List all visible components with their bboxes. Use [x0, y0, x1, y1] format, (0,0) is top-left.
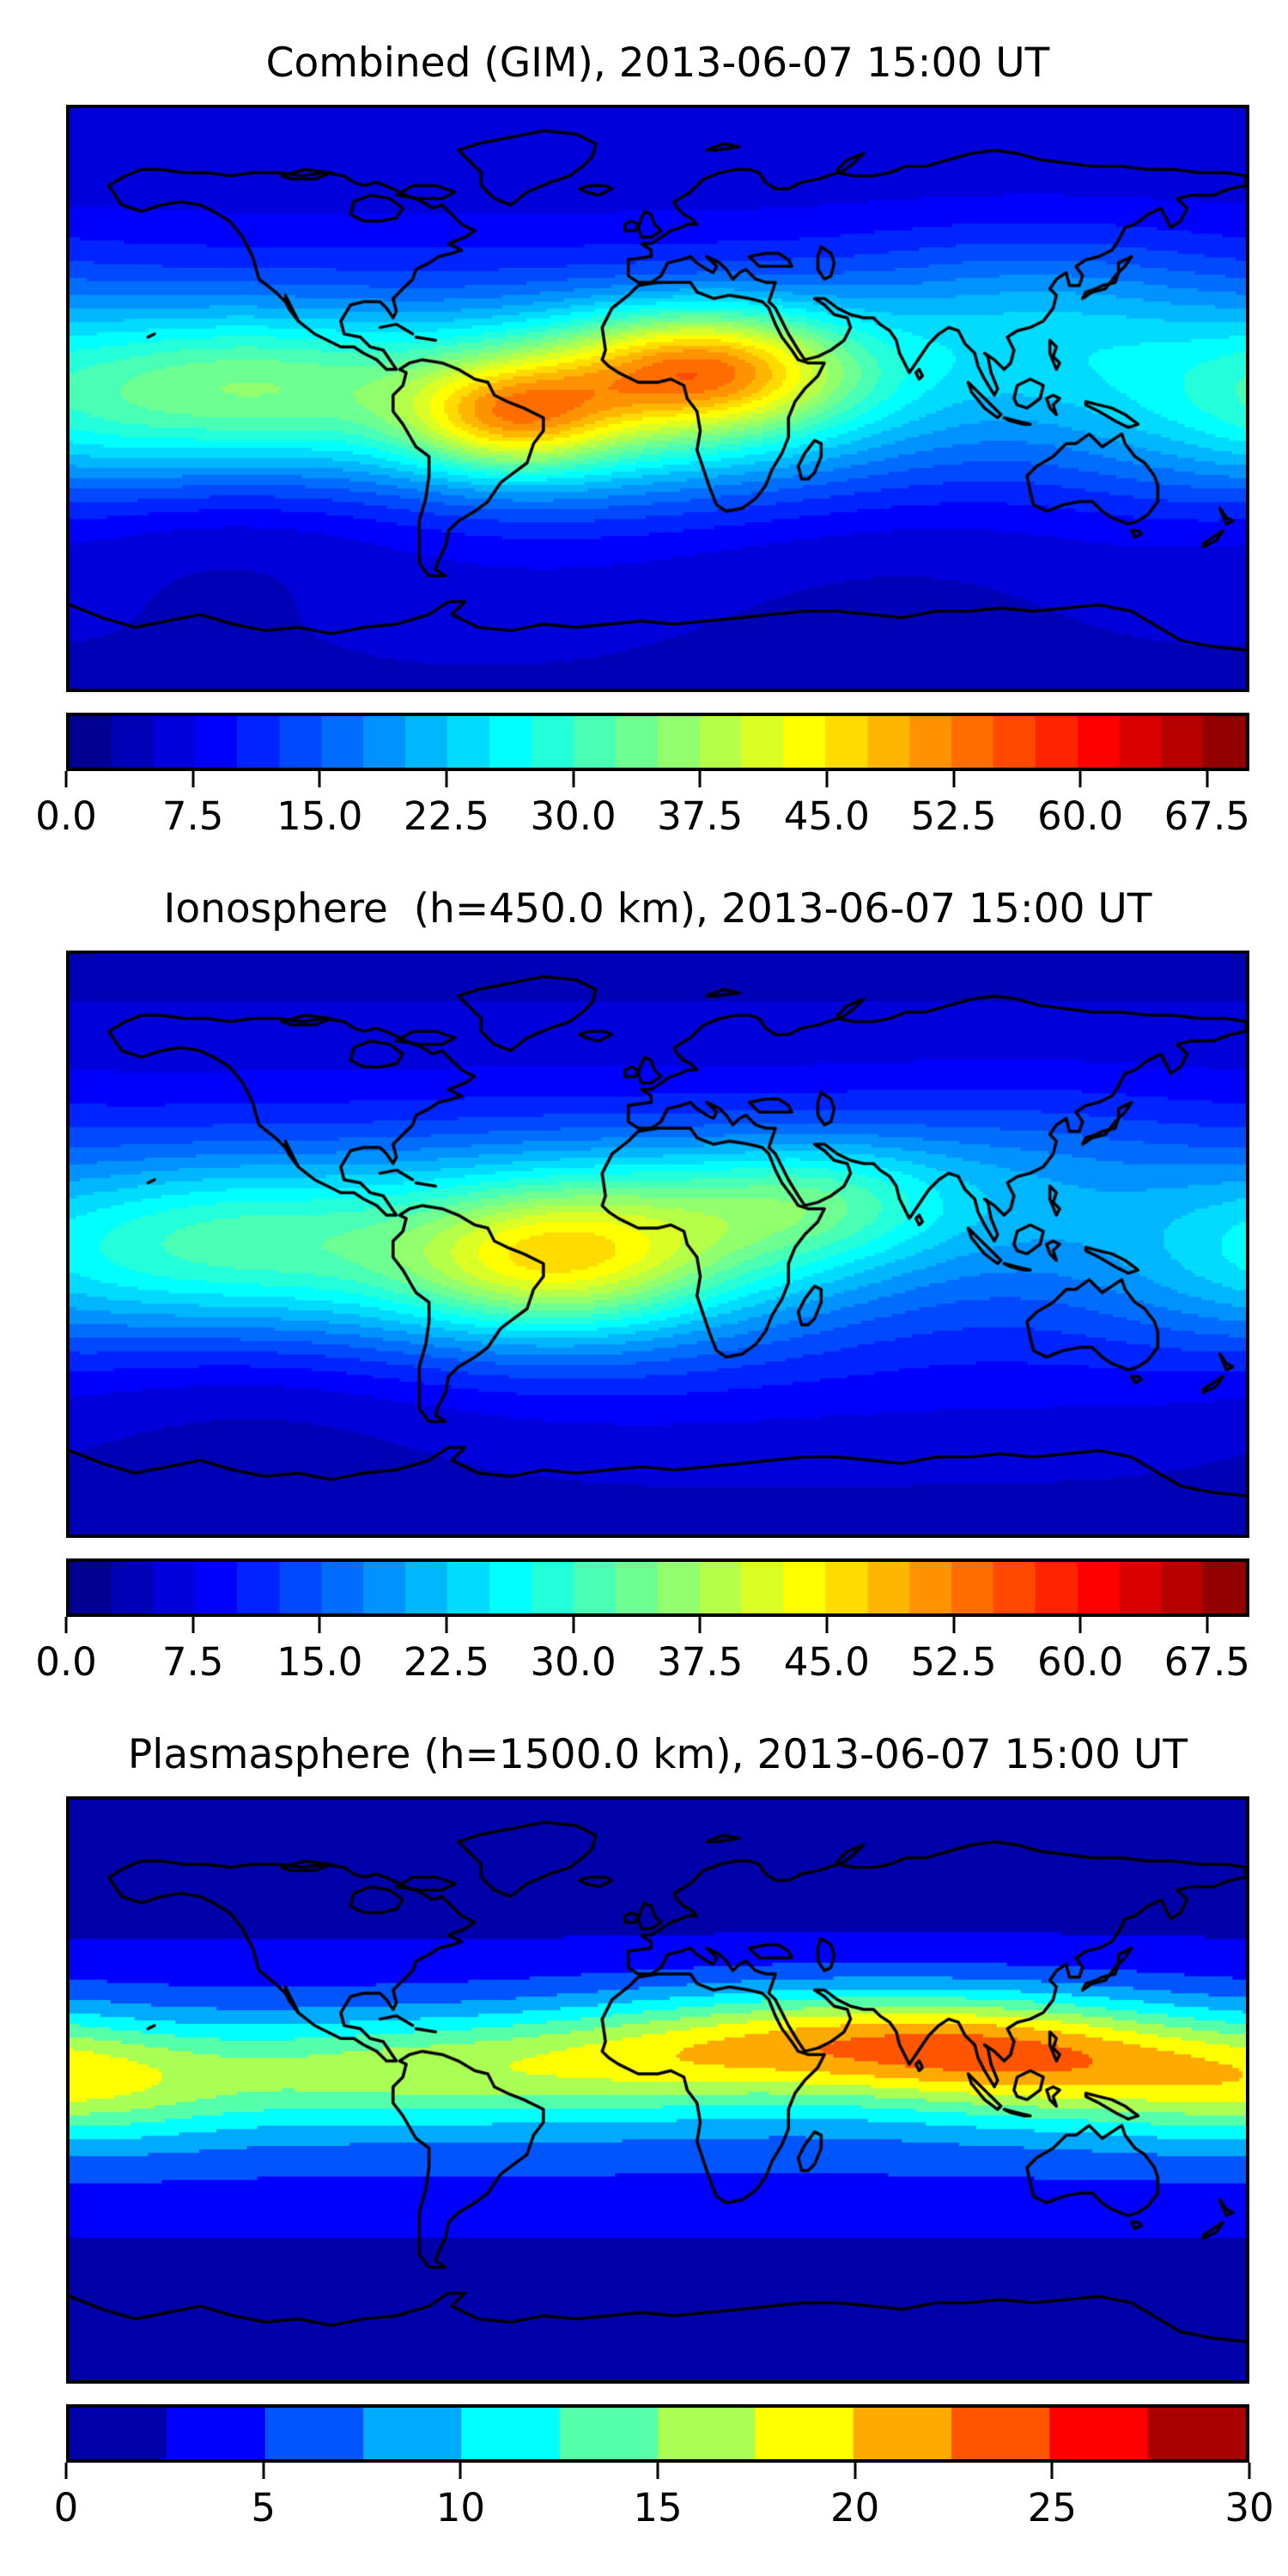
colorbar-tick [572, 1617, 575, 1633]
colorbar-tick-label: 15.0 [276, 793, 363, 839]
colorbar-plasmasphere [66, 2404, 1249, 2463]
colorbar-ticks-plasmasphere: 0 5 10 15 20 25 30 [54, 2463, 1274, 2561]
colorbar-tick [698, 1617, 702, 1633]
colorbar-tick-label: 25 [1027, 2485, 1077, 2530]
colorbar-tick [191, 771, 195, 787]
colorbar-tick-label: 22.5 [403, 1639, 490, 1685]
colorbar-tick-label: 52.5 [910, 793, 997, 839]
map-canvas-ionosphere [70, 954, 1246, 1534]
colorbar-tick [656, 2463, 659, 2479]
colorbar-tick-label: 37.5 [657, 1639, 744, 1685]
colorbar-tick [1206, 771, 1209, 787]
colorbar-tick [698, 771, 702, 787]
colorbar-tick-label: 60.0 [1037, 793, 1124, 839]
colorbar-tick [1248, 2463, 1251, 2479]
colorbar-tick [1050, 2463, 1054, 2479]
colorbar-tick-label: 10 [435, 2485, 485, 2530]
colorbar-tick-label: 0.0 [35, 793, 97, 839]
colorbar-tick [952, 771, 955, 787]
colorbar-tick [191, 1617, 195, 1633]
colorbar-tick-label: 15 [633, 2485, 683, 2530]
colorbar-tick-label: 30.0 [530, 1639, 617, 1685]
map-canvas-plasmasphere [70, 1800, 1246, 2380]
map-plasmasphere [66, 1796, 1249, 2384]
colorbar-tick [1078, 1617, 1082, 1633]
colorbar-tick [64, 771, 68, 787]
panel-title-plasmasphere: Plasmasphere (h=1500.0 km), 2013-06-07 1… [127, 1731, 1188, 1778]
colorbar-tick-label: 15.0 [276, 1639, 363, 1685]
panel-title-combined: Combined (GIM), 2013-06-07 15:00 UT [265, 39, 1050, 87]
colorbar-tick [318, 1617, 321, 1633]
colorbar-tick [952, 1617, 955, 1633]
colorbar-tick [445, 1617, 448, 1633]
colorbar-ticks-ionosphere: 0.0 7.5 15.0 22.5 30.0 37.5 45.0 52.5 60.0 67.5 [35, 1617, 1250, 1716]
colorbar-tick-label: 5 [251, 2485, 276, 2530]
colorbar-tick [64, 1617, 68, 1633]
colorbar-combined [66, 713, 1249, 771]
colorbar-tick [1078, 771, 1082, 787]
colorbar-tick-label: 67.5 [1163, 1639, 1250, 1685]
panel-title-ionosphere: Ionosphere (h=450.0 km), 2013-06-07 15:0… [163, 885, 1152, 933]
colorbar-tick [825, 771, 829, 787]
colorbar-canvas-plasmasphere [70, 2408, 1246, 2459]
colorbar-tick-label: 45.0 [783, 1639, 870, 1685]
colorbar-canvas-combined [70, 716, 1246, 768]
map-combined [66, 105, 1249, 692]
colorbar-tick-label: 7.5 [161, 1639, 224, 1685]
colorbar-tick-label: 30 [1224, 2485, 1274, 2530]
colorbar-tick [854, 2463, 857, 2479]
colorbar-tick [318, 771, 321, 787]
colorbar-tick-label: 52.5 [910, 1639, 997, 1685]
colorbar-tick-label: 20 [830, 2485, 880, 2530]
colorbar-tick-label: 0.0 [35, 1639, 97, 1685]
colorbar-tick [262, 2463, 265, 2479]
colorbar-tick-label: 60.0 [1037, 1639, 1124, 1685]
colorbar-tick-label: 67.5 [1163, 793, 1250, 839]
colorbar-tick [572, 771, 575, 787]
colorbar-tick-label: 0 [53, 2485, 79, 2530]
colorbar-tick-label: 37.5 [657, 793, 744, 839]
colorbar-tick [1206, 1617, 1209, 1633]
colorbar-tick [459, 2463, 462, 2479]
colorbar-ionosphere [66, 1558, 1249, 1617]
colorbar-tick-label: 22.5 [403, 793, 490, 839]
colorbar-ticks-combined: 0.0 7.5 15.0 22.5 30.0 37.5 45.0 52.5 60.0 67.5 [35, 771, 1250, 870]
map-ionosphere [66, 951, 1249, 1538]
colorbar-canvas-ionosphere [70, 1562, 1246, 1613]
colorbar-tick-label: 7.5 [161, 793, 224, 839]
colorbar-tick [825, 1617, 829, 1633]
colorbar-tick [445, 771, 448, 787]
colorbar-tick [64, 2463, 68, 2479]
colorbar-tick-label: 30.0 [530, 793, 617, 839]
map-canvas-combined [70, 108, 1246, 689]
colorbar-tick-label: 45.0 [783, 793, 870, 839]
